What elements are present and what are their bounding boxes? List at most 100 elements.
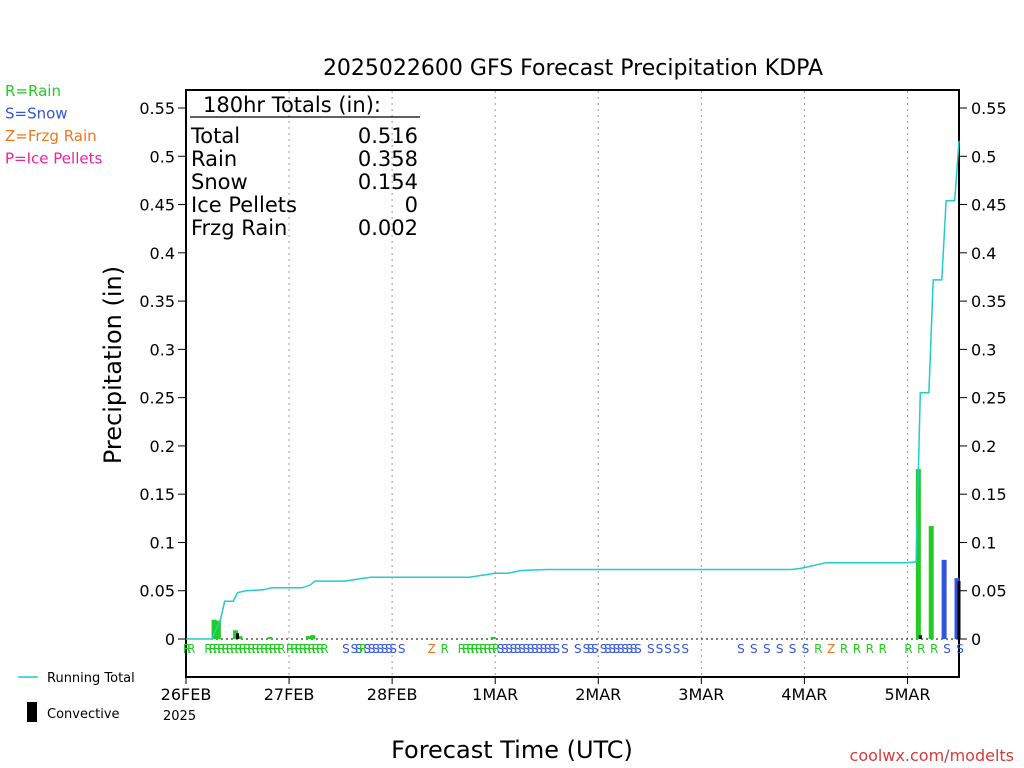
y-tick-label-left: 0.25 bbox=[139, 389, 175, 408]
y-tick-label-right: 0.3 bbox=[971, 340, 996, 359]
precip-bar bbox=[233, 630, 239, 639]
precip-type-letter: S bbox=[750, 642, 758, 656]
precip-type-letter: S bbox=[544, 642, 552, 656]
totals-row-value: 0 bbox=[405, 193, 418, 217]
precip-bar bbox=[915, 469, 921, 639]
totals-row-label: Snow bbox=[191, 170, 248, 194]
precip-type-letter: R bbox=[286, 642, 294, 656]
type-legend-item: R=Rain bbox=[5, 82, 61, 100]
precip-type-letter: S bbox=[587, 642, 595, 656]
precip-type-letter: S bbox=[673, 642, 681, 656]
precip-bar bbox=[237, 636, 243, 639]
precip-type-letter: R bbox=[204, 642, 212, 656]
type-legend-item: Z=Frzg Rain bbox=[5, 127, 97, 145]
totals-row-label: Total bbox=[190, 124, 240, 148]
precip-bar bbox=[215, 620, 221, 639]
precip-type-letter: S bbox=[664, 642, 672, 656]
y-tick-label-right: 0.1 bbox=[971, 533, 996, 552]
precip-type-letter: Z bbox=[428, 642, 436, 656]
precip-type-letter: R bbox=[273, 642, 281, 656]
credit-text: coolwx.com/modelts bbox=[850, 746, 1014, 765]
totals-box: 180hr Totals (in): Total 0.516 Rain 0.358 Sn… bbox=[190, 93, 420, 240]
precip-type-letter: S bbox=[518, 642, 526, 656]
precip-type-letter: R bbox=[840, 642, 848, 656]
precip-type-letter: S bbox=[561, 642, 569, 656]
precip-type-letter: S bbox=[535, 642, 543, 656]
precip-type-letter: R bbox=[814, 642, 822, 656]
totals-row-value: 0.358 bbox=[358, 147, 418, 171]
precip-type-letter: S bbox=[776, 642, 784, 656]
y-tick-label-right: 0.15 bbox=[971, 485, 1007, 504]
precip-type-letter: S bbox=[626, 642, 634, 656]
precip-type-letter: S bbox=[522, 642, 530, 656]
precip-type-letter: R bbox=[879, 642, 887, 656]
precip-type-letter: S bbox=[617, 642, 625, 656]
precip-type-letter: S bbox=[368, 642, 376, 656]
precip-bar bbox=[267, 637, 273, 639]
precip-type-letter: S bbox=[553, 642, 561, 656]
precip-type-letter: R bbox=[462, 642, 470, 656]
totals-row-value: 0.154 bbox=[358, 170, 418, 194]
x-tick-label: 27FEB bbox=[264, 685, 315, 704]
precip-type-letter: R bbox=[866, 642, 874, 656]
type-legend-item: P=Ice Pellets bbox=[5, 150, 102, 168]
x-tick-label: 28FEB bbox=[367, 685, 418, 704]
precip-type-letter: R bbox=[471, 642, 479, 656]
precip-type-letter: S bbox=[389, 642, 397, 656]
totals-row-value: 0.516 bbox=[358, 124, 418, 148]
series-legend: Running Total Convective bbox=[18, 671, 135, 722]
precip-type-letter: R bbox=[904, 642, 912, 656]
precip-type-letter: R bbox=[230, 642, 238, 656]
y-tick-label-left: 0.4 bbox=[150, 244, 175, 263]
precip-type-letter: R bbox=[217, 642, 225, 656]
precip-type-letter: S bbox=[630, 642, 638, 656]
precip-type-letter: S bbox=[789, 642, 797, 656]
precip-type-letter: R bbox=[930, 642, 938, 656]
precip-type-letter: S bbox=[621, 642, 629, 656]
precip-bar bbox=[211, 619, 217, 639]
precip-type-letter: S bbox=[342, 642, 350, 656]
precip-type-letter: S bbox=[505, 642, 513, 656]
precip-type-letter: R bbox=[466, 642, 474, 656]
y-tick-label-right: 0.55 bbox=[971, 99, 1007, 118]
y-tick-label-right: 0.25 bbox=[971, 389, 1007, 408]
precip-type-letter: R bbox=[226, 642, 234, 656]
precip-type-letter: S bbox=[376, 642, 384, 656]
running-total-legend-label: Running Total bbox=[47, 671, 135, 686]
precip-type-letter: S bbox=[681, 642, 689, 656]
convective-bar bbox=[236, 633, 240, 639]
convective-bar bbox=[918, 635, 922, 639]
precip-type-letter: S bbox=[501, 642, 509, 656]
y-axis-left: 0 0.05 0.1 0.15 0.2 0.25 0.3 0.35 0.4 0.45 0.5 0.55 bbox=[139, 99, 186, 649]
y-tick-label-right: 0 bbox=[971, 630, 981, 649]
precip-type-letter: R bbox=[247, 642, 255, 656]
precip-type-letter: S bbox=[510, 642, 518, 656]
totals-header: 180hr Totals (in): bbox=[203, 93, 381, 117]
precip-type-letter: S bbox=[604, 642, 612, 656]
precip-type-letter: S bbox=[608, 642, 616, 656]
chart-title: 2025022600 GFS Forecast Precipitation KD… bbox=[323, 56, 823, 81]
precip-type-letter: S bbox=[497, 642, 505, 656]
precip-type-letter: S bbox=[514, 642, 522, 656]
precip-type-letter: R bbox=[269, 642, 277, 656]
precip-type-letter: S bbox=[583, 642, 591, 656]
precip-type-letter: S bbox=[613, 642, 621, 656]
precip-type-letter: R bbox=[312, 642, 320, 656]
precip-type-letter: S bbox=[364, 642, 372, 656]
precip-type-letter: R bbox=[307, 642, 315, 656]
x-tick-label: 4MAR bbox=[781, 685, 827, 704]
precip-type-letter: R bbox=[256, 642, 264, 656]
x-tick-label: 2MAR bbox=[575, 685, 621, 704]
totals-row-value: 0.002 bbox=[358, 216, 418, 240]
x-year-label: 2025 bbox=[163, 709, 196, 724]
convective-bar bbox=[957, 581, 961, 639]
precip-type-letter: R bbox=[277, 642, 285, 656]
precip-type-letter: S bbox=[398, 642, 406, 656]
precip-type-letter: S bbox=[531, 642, 539, 656]
precip-type-letter: S bbox=[548, 642, 556, 656]
precip-type-letter: S bbox=[634, 642, 642, 656]
x-axis-label: Forecast Time (UTC) bbox=[391, 736, 633, 764]
precip-type-letter: S bbox=[540, 642, 548, 656]
precip-type-letter: R bbox=[320, 642, 328, 656]
